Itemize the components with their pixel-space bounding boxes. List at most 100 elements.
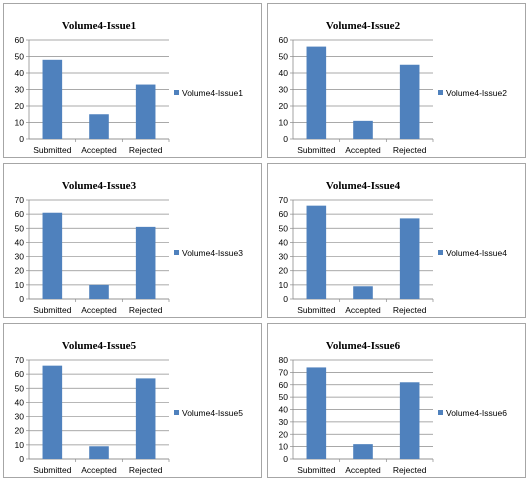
bar-submitted: [42, 365, 63, 459]
y-tick-label: 30: [279, 252, 289, 262]
bar-accepted: [89, 446, 109, 459]
chart-panel-1: Volume4-Issue1 0 10 20 30 40 50 60 Submitted Acce…: [3, 3, 262, 158]
chart-title: Volume4-Issue5: [62, 340, 137, 352]
y-tick-label: 50: [15, 52, 25, 62]
legend-label: Volume4-Issue4: [446, 248, 507, 258]
y-tick-label: 30: [279, 417, 289, 427]
y-tick-label: 50: [279, 223, 289, 233]
bar-submitted: [306, 205, 327, 299]
y-tick-label: 40: [15, 237, 25, 247]
chart-svg: Volume4-Issue5 0 10 20 30 40 50 60 70 Submitted Ac…: [15, 340, 244, 475]
legend-swatch: [438, 90, 443, 95]
y-tick-label: 20: [279, 429, 289, 439]
bar-rejected: [135, 378, 156, 459]
y-tick-label: 30: [279, 85, 289, 95]
y-tick-label: 10: [279, 442, 289, 452]
chart-title: Volume4-Issue6: [326, 340, 401, 352]
x-category-label: Submitted: [33, 465, 72, 475]
y-tick-label: 20: [15, 426, 25, 436]
legend-swatch: [438, 410, 443, 415]
x-category-label: Accepted: [81, 145, 117, 155]
bar-accepted: [353, 444, 373, 459]
y-tick-label: 60: [279, 35, 289, 45]
y-tick-label: 20: [15, 101, 25, 111]
chart-title: Volume4-Issue2: [326, 20, 401, 32]
legend-swatch: [174, 410, 179, 415]
chart-svg: Volume4-Issue3 0 10 20 30 40 50 60 70 Submitted Ac…: [15, 180, 244, 315]
x-category-label: Rejected: [129, 465, 163, 475]
y-tick-label: 70: [15, 355, 25, 365]
legend-label: Volume4-Issue5: [182, 408, 243, 418]
y-tick-label: 20: [279, 101, 289, 111]
chart-svg: Volume4-Issue4 0 10 20 30 40 50 60 70 Submitted Ac…: [279, 180, 508, 315]
y-tick-label: 40: [15, 68, 25, 78]
legend-label: Volume4-Issue2: [446, 88, 507, 98]
y-tick-label: 80: [279, 355, 289, 365]
bar-accepted: [89, 114, 109, 139]
x-category-label: Accepted: [345, 145, 381, 155]
y-tick-label: 10: [15, 280, 25, 290]
y-tick-label: 20: [279, 266, 289, 276]
bar-rejected: [399, 382, 420, 459]
y-tick-label: 0: [19, 294, 24, 304]
legend-swatch: [174, 90, 179, 95]
x-category-label: Submitted: [297, 305, 336, 315]
bar-submitted: [306, 367, 327, 459]
chart-panel-6: Volume4-Issue6 0 10 20 30 40 50 60 70 80 Submitted…: [267, 323, 526, 478]
y-tick-label: 70: [279, 367, 289, 377]
y-tick-label: 10: [15, 118, 25, 128]
y-tick-label: 20: [15, 266, 25, 276]
y-tick-label: 60: [279, 209, 289, 219]
x-category-label: Rejected: [393, 305, 427, 315]
x-category-label: Submitted: [297, 465, 336, 475]
legend-swatch: [174, 250, 179, 255]
y-tick-label: 50: [279, 52, 289, 62]
y-tick-label: 0: [283, 454, 288, 464]
y-tick-label: 0: [283, 294, 288, 304]
y-tick-label: 40: [279, 237, 289, 247]
x-category-label: Submitted: [33, 145, 72, 155]
y-tick-label: 50: [279, 392, 289, 402]
y-tick-label: 50: [15, 223, 25, 233]
chart-svg: Volume4-Issue2 0 10 20 30 40 50 60 Submitted Acce…: [279, 20, 508, 155]
x-category-label: Submitted: [33, 305, 72, 315]
chart-panel-5: Volume4-Issue5 0 10 20 30 40 50 60 70 Submitted Ac…: [3, 323, 262, 478]
y-tick-label: 40: [279, 405, 289, 415]
bar-rejected: [135, 84, 156, 139]
chart-svg: Volume4-Issue1 0 10 20 30 40 50 60 Submitted Acce…: [15, 20, 244, 155]
bar-accepted: [89, 284, 109, 299]
y-tick-label: 70: [15, 195, 25, 205]
y-tick-label: 10: [279, 118, 289, 128]
y-tick-label: 30: [15, 85, 25, 95]
y-tick-label: 0: [19, 134, 24, 144]
legend-label: Volume4-Issue1: [182, 88, 243, 98]
chart-title: Volume4-Issue3: [62, 180, 137, 192]
y-tick-label: 40: [279, 68, 289, 78]
chart-title: Volume4-Issue4: [326, 180, 401, 192]
bar-accepted: [353, 120, 373, 139]
bar-accepted: [353, 286, 373, 299]
legend-swatch: [438, 250, 443, 255]
bar-submitted: [42, 212, 63, 299]
y-tick-label: 30: [15, 252, 25, 262]
y-tick-label: 60: [15, 369, 25, 379]
x-category-label: Accepted: [81, 465, 117, 475]
chart-svg: Volume4-Issue6 0 10 20 30 40 50 60 70 80 Submitted…: [279, 340, 508, 475]
y-tick-label: 40: [15, 397, 25, 407]
y-tick-label: 70: [279, 195, 289, 205]
y-tick-label: 10: [279, 280, 289, 290]
y-tick-label: 10: [15, 440, 25, 450]
y-tick-label: 0: [19, 454, 24, 464]
x-category-label: Accepted: [81, 305, 117, 315]
y-tick-label: 0: [283, 134, 288, 144]
y-tick-label: 60: [15, 209, 25, 219]
chart-title: Volume4-Issue1: [62, 20, 136, 32]
x-category-label: Submitted: [297, 145, 336, 155]
x-category-label: Accepted: [345, 305, 381, 315]
x-category-label: Rejected: [129, 145, 163, 155]
x-category-label: Accepted: [345, 465, 381, 475]
y-tick-label: 60: [15, 35, 25, 45]
bar-submitted: [306, 46, 327, 139]
y-tick-label: 60: [279, 380, 289, 390]
